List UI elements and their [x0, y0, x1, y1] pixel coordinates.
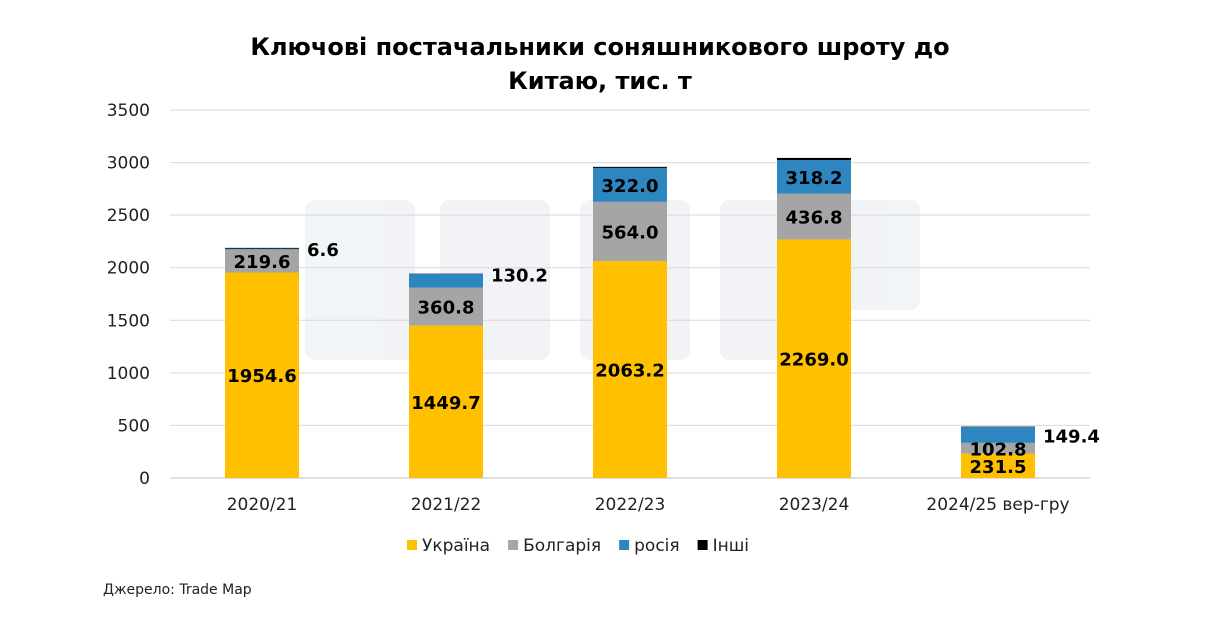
- data-label: 102.8: [970, 439, 1027, 460]
- source-note: Джерело: Trade Map: [103, 582, 252, 598]
- bar-segment: [225, 247, 299, 249]
- x-tick-label: 2021/22: [411, 495, 482, 515]
- data-label: 1954.6: [227, 366, 296, 387]
- bar-segment: [777, 160, 851, 194]
- y-axis-ticks: 0 500 1000 1500 2000 2500 3000 3500: [107, 101, 150, 489]
- bar-segment: [961, 426, 1035, 428]
- data-label: 322.0: [602, 176, 659, 197]
- legend-swatch: [697, 540, 708, 550]
- bar-segment: [961, 453, 1035, 478]
- data-label: 318.2: [786, 168, 843, 189]
- bar-segment: [593, 166, 667, 168]
- bar-segment: [225, 272, 299, 478]
- y-tick-label: 1000: [107, 364, 150, 384]
- data-label: 219.6: [234, 252, 291, 273]
- bar-segment: [961, 427, 1035, 443]
- bar-segment: [777, 239, 851, 478]
- x-tick-label: 2022/23: [595, 495, 666, 515]
- data-labels: 1954.6 219.6 6.6 1449.7 360.8 130.2 2063.2 564.…: [227, 168, 1100, 478]
- legend: Україна Болгарія росія Інші: [407, 536, 749, 556]
- legend-swatch: [508, 540, 519, 550]
- bar-segment: [225, 249, 299, 273]
- legend-swatch: [407, 540, 417, 550]
- bar-segment: [593, 167, 667, 202]
- y-tick-label: 2500: [107, 206, 150, 226]
- chart-title-line-2: Китаю, тис. т: [508, 67, 692, 95]
- legend-label: Болгарія: [523, 536, 601, 556]
- x-tick-label: 2023/24: [779, 495, 850, 515]
- x-axis-ticks: 2020/21 2021/22 2022/23 2023/24 2024/25 вер-…: [227, 495, 1070, 515]
- data-label: 149.4: [1043, 427, 1100, 448]
- bar-segment: [777, 157, 851, 161]
- data-label: 436.8: [786, 207, 843, 228]
- data-label: 6.6: [307, 240, 339, 261]
- data-label: 2063.2: [595, 361, 664, 382]
- data-label: 360.8: [418, 298, 475, 319]
- data-label: 130.2: [491, 266, 548, 287]
- bar-segment: [409, 325, 483, 478]
- bar-segment: [409, 273, 483, 288]
- legend-label: росія: [634, 536, 680, 556]
- chart-title-line-1: Ключові постачальники соняшникового шрот…: [250, 33, 950, 61]
- x-tick-label: 2020/21: [227, 495, 298, 515]
- y-tick-label: 0: [139, 469, 150, 489]
- bar-segment: [593, 261, 667, 478]
- chart-title: Ключові постачальники соняшникового шрот…: [200, 30, 1000, 98]
- data-label: 564.0: [602, 222, 659, 243]
- legend-label: Україна: [422, 536, 490, 556]
- data-label: 2269.0: [779, 350, 848, 371]
- y-tick-label: 2000: [107, 259, 150, 279]
- bars: [225, 157, 1035, 478]
- bar-segment: [593, 201, 667, 262]
- y-tick-label: 500: [118, 416, 150, 436]
- x-tick-label: 2024/25 вер-гру: [926, 495, 1069, 515]
- data-label: 231.5: [970, 457, 1027, 478]
- legend-swatch: [619, 540, 630, 550]
- legend-label: Інші: [713, 536, 749, 556]
- bar-segment: [777, 193, 851, 240]
- bar-segment: [225, 248, 299, 250]
- y-tick-label: 3500: [107, 101, 150, 121]
- bar-segment: [409, 287, 483, 326]
- data-label: 1449.7: [411, 393, 480, 414]
- y-tick-label: 3000: [107, 154, 150, 174]
- y-tick-label: 1500: [107, 311, 150, 331]
- bar-segment: [961, 442, 1035, 454]
